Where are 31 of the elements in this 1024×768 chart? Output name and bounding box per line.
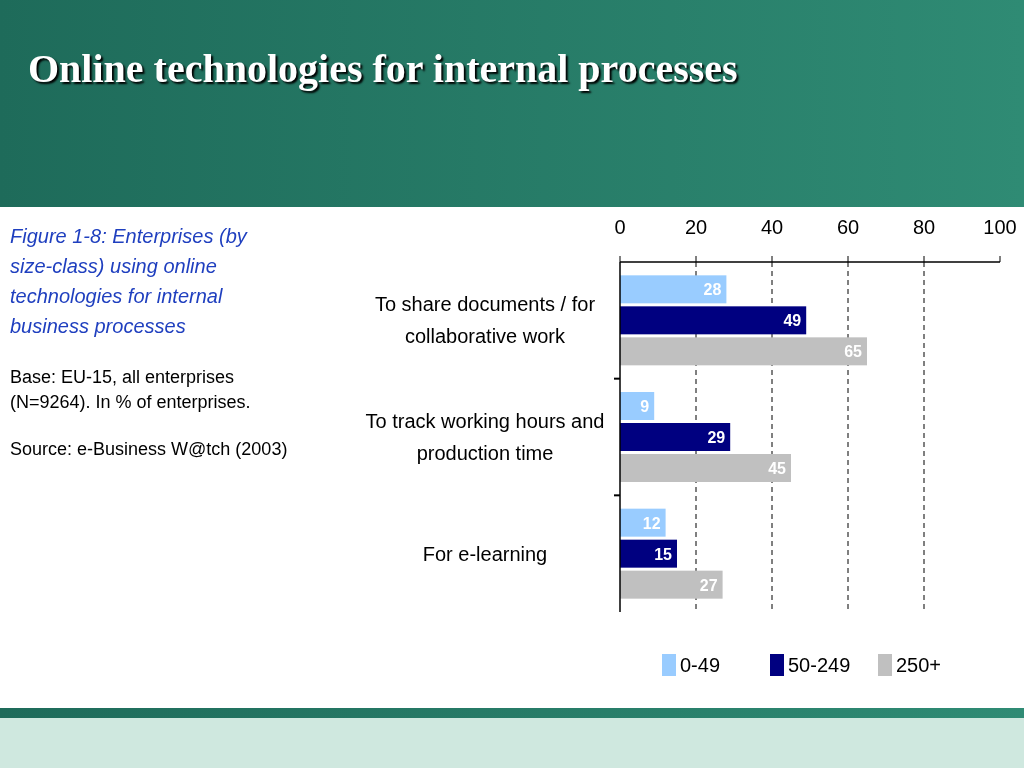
data-label: 12 xyxy=(642,514,661,532)
text: Figure 1-8: Enterprises (by size-class) using online technologies for internal business processes xyxy=(10,225,248,337)
text: Base: EU-15, all enterprises (N=9264). In % of enterprises. xyxy=(10,367,251,412)
legend-label: 0-49 xyxy=(680,654,721,676)
x-tick-label: 0 xyxy=(614,216,626,238)
x-tick-label: 80 xyxy=(912,216,936,238)
bar xyxy=(620,275,727,304)
x-tick-label: 100 xyxy=(983,216,1017,238)
data-label: 65 xyxy=(844,343,863,361)
legend-label: 250+ xyxy=(896,654,942,676)
source-note: Source: e-Business W@tch (2003) xyxy=(10,439,288,459)
bar xyxy=(620,306,807,335)
data-label: 15 xyxy=(654,545,673,563)
data-label: 49 xyxy=(783,312,802,330)
x-tick-label: 20 xyxy=(684,216,708,238)
y-tick-label: For e-learning xyxy=(422,542,548,565)
data-label: 29 xyxy=(707,429,726,446)
y-tick-label: To track working hours and production time xyxy=(365,410,605,464)
x-tick-label: 40 xyxy=(760,216,784,238)
data-label: 45 xyxy=(768,460,787,477)
bar xyxy=(620,454,791,482)
bar xyxy=(620,570,723,599)
bar xyxy=(620,337,867,366)
chart-title: Online technologies for internal processes xyxy=(28,46,738,91)
y-tick-label: To share documents / for collaborative work xyxy=(374,293,596,348)
data-label: 28 xyxy=(703,281,722,299)
legend-label: 50-249 xyxy=(788,654,851,676)
data-label: 27 xyxy=(699,576,718,594)
data-label: 9 xyxy=(640,398,650,415)
bar xyxy=(620,423,731,451)
x-tick-label: 60 xyxy=(836,216,860,238)
